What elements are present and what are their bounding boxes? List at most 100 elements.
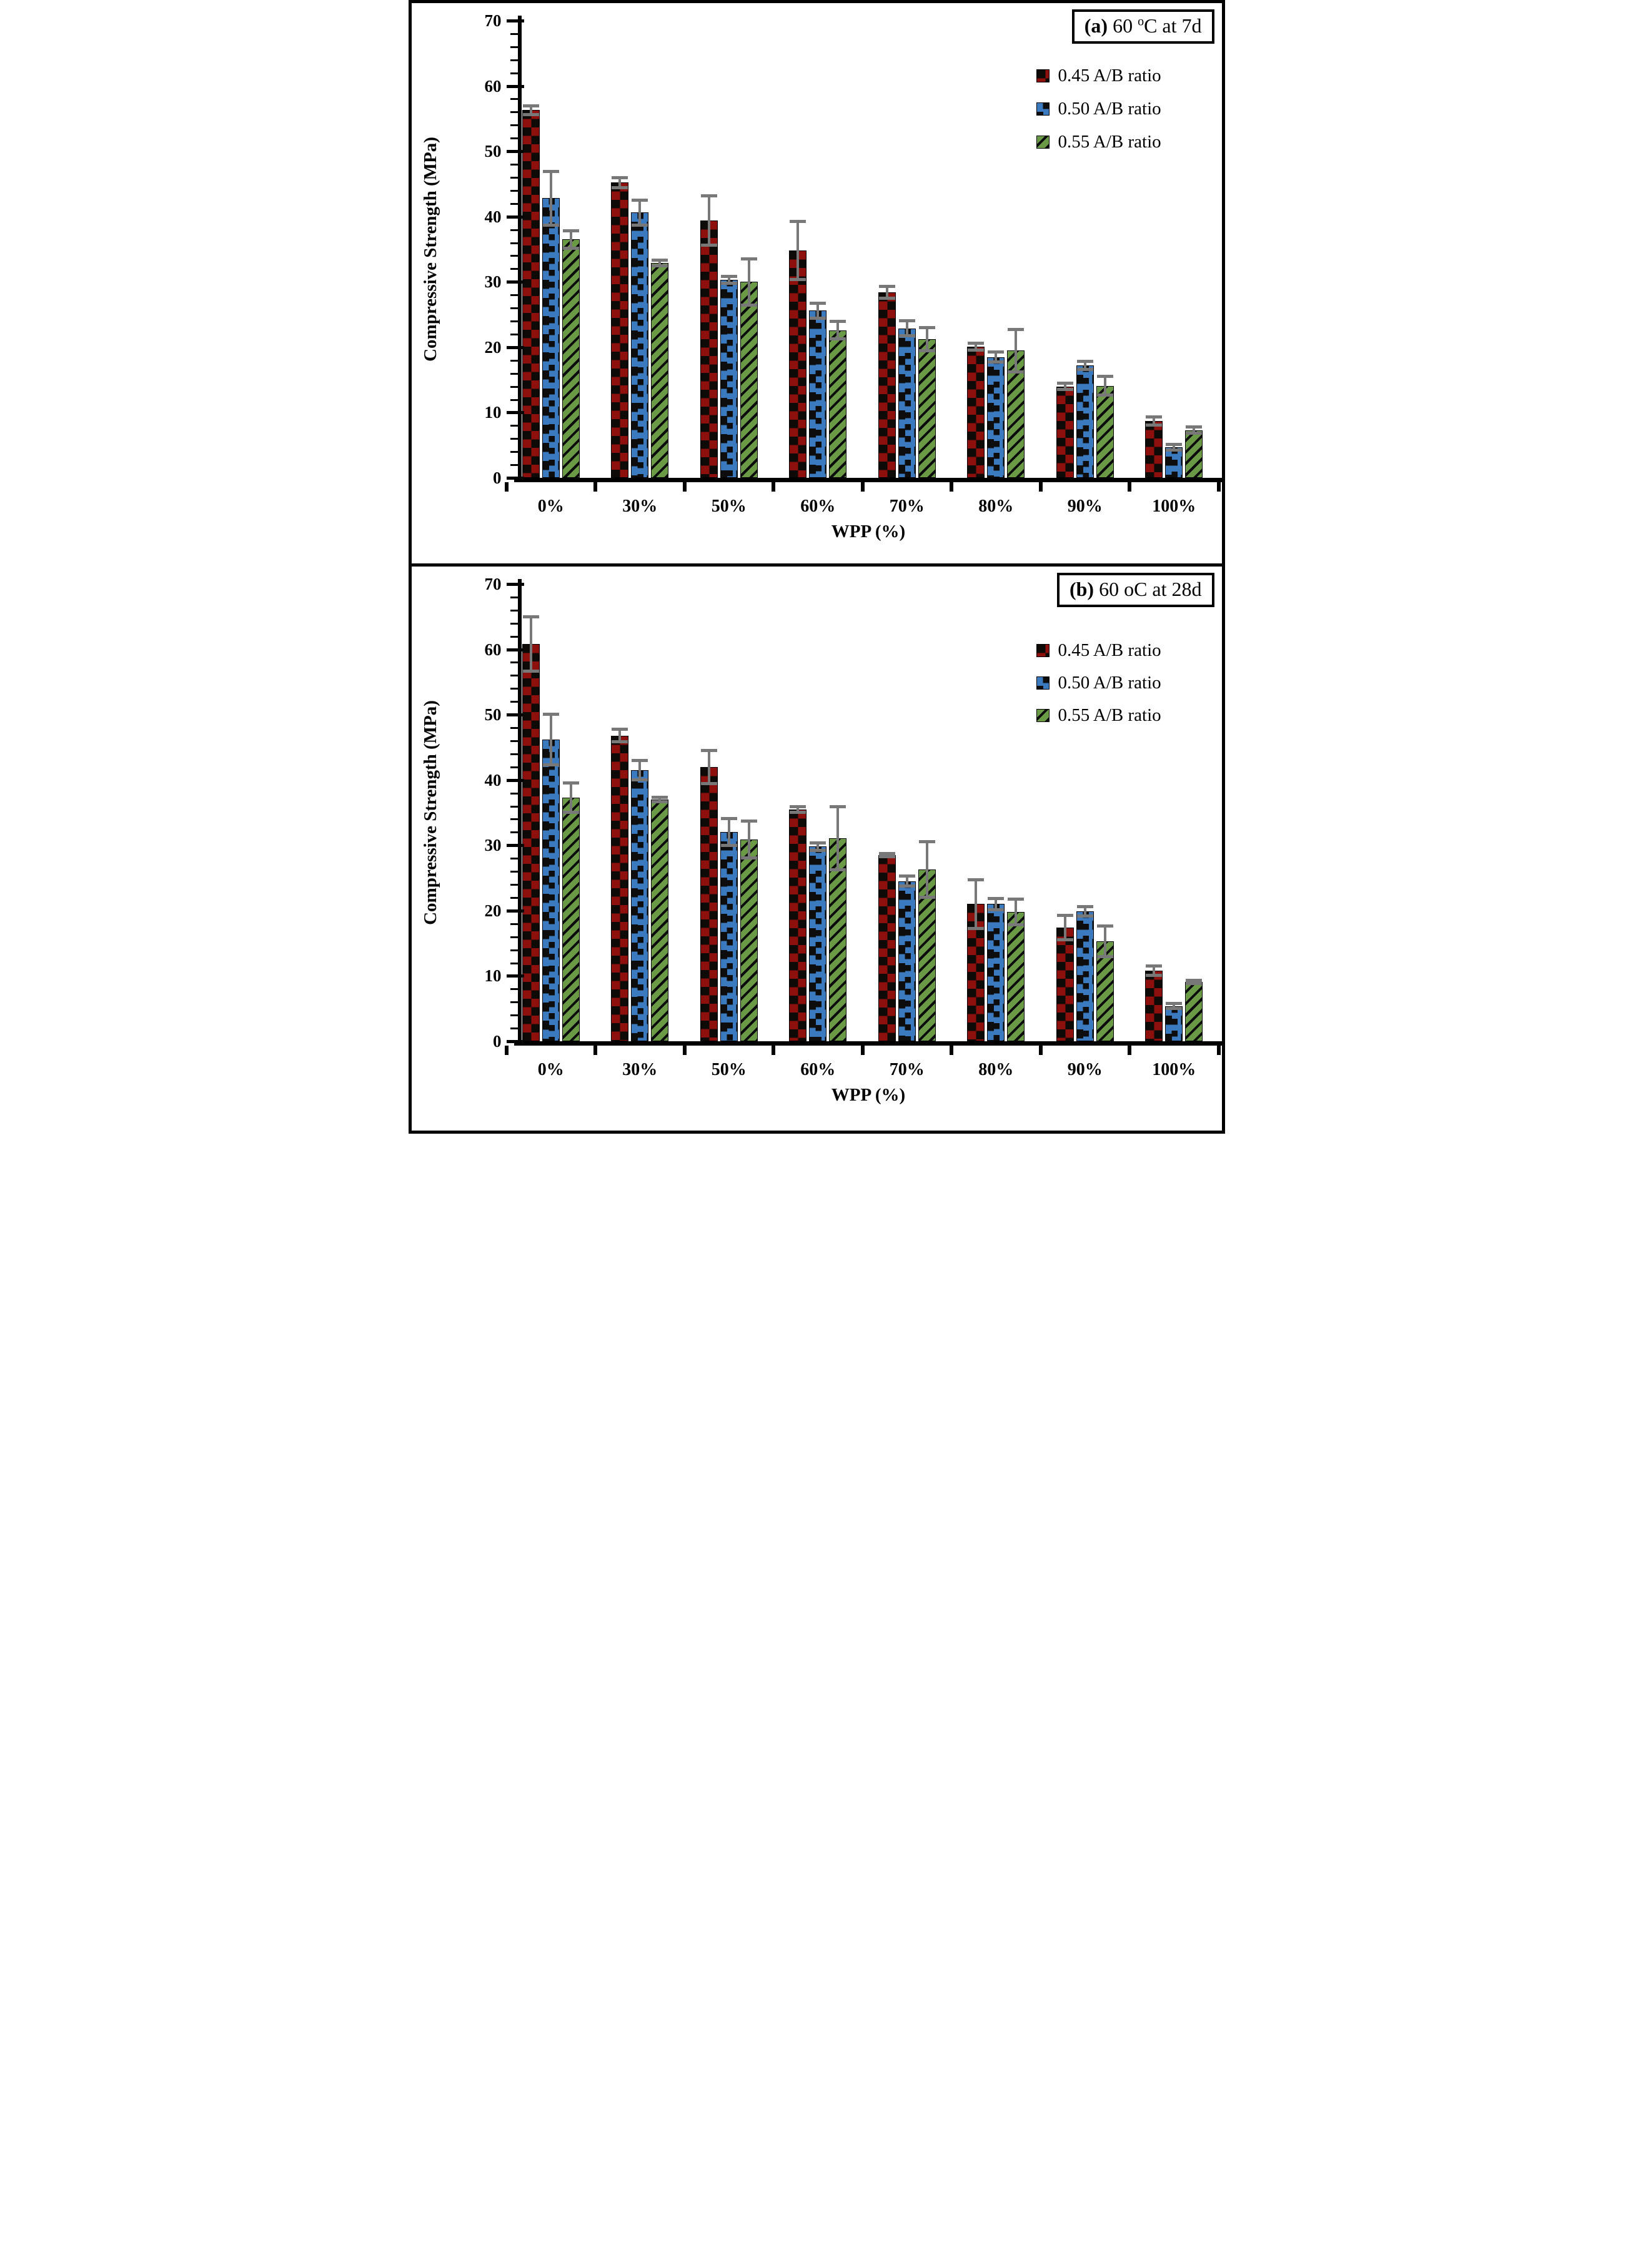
error-bar-line bbox=[707, 750, 710, 784]
bar-30%-0.55 A/B ratio bbox=[651, 800, 669, 1041]
error-bar-line bbox=[1103, 375, 1106, 396]
y-major-tick bbox=[506, 778, 524, 782]
error-bar-cap-top bbox=[1056, 914, 1073, 918]
y-minor-tick bbox=[510, 884, 518, 886]
error-bar-line bbox=[816, 302, 820, 319]
bar-30%-0.55 A/B ratio bbox=[651, 263, 669, 478]
error-bar-line bbox=[1015, 899, 1018, 925]
y-minor-tick bbox=[510, 294, 518, 297]
y-minor-tick bbox=[510, 268, 518, 270]
error-bar-cap-top bbox=[632, 759, 648, 763]
error-bar-cap-bottom bbox=[1076, 368, 1093, 372]
error-bar-line bbox=[727, 275, 730, 284]
bar-50%-0.55 A/B ratio bbox=[740, 282, 758, 478]
error-bar-cap-top bbox=[1008, 327, 1025, 331]
bar-30%-0.50 A/B ratio bbox=[631, 212, 649, 478]
bar-0%-0.45 A/B ratio bbox=[522, 110, 540, 478]
x-tick-label: 90% bbox=[1067, 497, 1103, 516]
bar-60%-0.45 A/B ratio bbox=[789, 250, 807, 478]
error-bar-cap-top bbox=[1186, 978, 1203, 982]
error-bar-cap-top bbox=[1076, 359, 1093, 363]
y-tick-label: 40 bbox=[484, 207, 502, 226]
error-bar-line bbox=[747, 820, 750, 859]
error-bar-cap-top bbox=[1166, 1002, 1183, 1006]
error-bar-cap-top bbox=[542, 713, 559, 716]
error-bar-line bbox=[1193, 979, 1196, 984]
error-bar-cap-top bbox=[522, 104, 539, 107]
y-minor-tick bbox=[510, 688, 518, 690]
error-bar-cap-bottom bbox=[1076, 914, 1093, 918]
bar-0%-0.55 A/B ratio bbox=[562, 798, 580, 1041]
error-bar-cap-bottom bbox=[1146, 974, 1163, 978]
y-minor-tick bbox=[510, 307, 518, 310]
legend-item-055: 0.55 A/B ratio bbox=[1036, 705, 1161, 726]
bar-100%-0.55 A/B ratio bbox=[1185, 430, 1203, 478]
y-minor-tick bbox=[510, 831, 518, 834]
legend-swatch-diagonal-icon bbox=[1036, 709, 1050, 722]
error-bar-cap-bottom bbox=[968, 349, 985, 352]
y-minor-tick bbox=[510, 805, 518, 808]
y-major-tick bbox=[506, 150, 524, 154]
title-text: 60 bbox=[1108, 14, 1138, 37]
y-axis-spine bbox=[517, 16, 522, 482]
panel-b-title: (b) 60 oC at 28d bbox=[1056, 573, 1214, 607]
error-bar-cap-bottom bbox=[740, 303, 757, 307]
error-bar-cap-bottom bbox=[632, 778, 648, 781]
error-bar-line bbox=[529, 105, 532, 115]
error-bar-cap-bottom bbox=[652, 264, 668, 268]
x-tick-label: 70% bbox=[889, 1060, 925, 1079]
y-minor-tick bbox=[510, 622, 518, 625]
bar-0%-0.50 A/B ratio bbox=[542, 740, 560, 1041]
x-tick bbox=[950, 1046, 953, 1055]
legend-swatch-checker-icon bbox=[1036, 644, 1050, 657]
y-axis-title: Compressive Strength (MPa) bbox=[420, 137, 440, 362]
error-bar-cap-bottom bbox=[988, 360, 1005, 364]
error-bar-line bbox=[569, 230, 572, 249]
error-bar-cap-top bbox=[612, 176, 628, 179]
panel-a-chart: 0 10 20 30 40 50 60 70 0% 30% 50% 60% 70% 80% 90% 100% … bbox=[411, 3, 1222, 567]
error-bar-cap-top bbox=[522, 615, 539, 619]
error-bar-cap-top bbox=[1096, 374, 1113, 378]
y-tick-label: 50 bbox=[484, 142, 502, 161]
bar-50%-0.50 A/B ratio bbox=[720, 280, 738, 478]
y-major-tick bbox=[506, 215, 524, 219]
error-bar-line bbox=[816, 843, 820, 851]
error-bar-line bbox=[549, 714, 552, 765]
error-bar-line bbox=[1193, 427, 1196, 433]
y-tick-label: 40 bbox=[484, 770, 502, 790]
y-minor-tick bbox=[510, 675, 518, 677]
error-bar-cap-bottom bbox=[542, 224, 559, 227]
x-tick-label: 30% bbox=[622, 1060, 658, 1079]
bar-70%-0.45 A/B ratio bbox=[878, 855, 896, 1041]
error-bar-cap-top bbox=[740, 819, 757, 823]
error-bar-cap-bottom bbox=[918, 349, 935, 353]
y-minor-tick bbox=[510, 988, 518, 991]
bar-70%-0.45 A/B ratio bbox=[878, 292, 896, 478]
y-minor-tick bbox=[510, 46, 518, 48]
x-tick-label: 100% bbox=[1152, 497, 1196, 516]
y-minor-tick bbox=[510, 896, 518, 899]
error-bar-line bbox=[1173, 443, 1176, 451]
error-bar-line bbox=[707, 196, 710, 245]
y-minor-tick bbox=[510, 164, 518, 166]
error-bar-line bbox=[569, 782, 572, 813]
error-bar-cap-bottom bbox=[562, 811, 579, 814]
bar-60%-0.50 A/B ratio bbox=[809, 846, 827, 1041]
error-bar-cap-bottom bbox=[830, 337, 846, 341]
y-minor-tick bbox=[510, 936, 518, 938]
legend-label: 0.45 A/B ratio bbox=[1058, 640, 1161, 660]
y-minor-tick bbox=[510, 753, 518, 755]
error-bar-line bbox=[1103, 925, 1106, 958]
y-major-tick bbox=[506, 909, 524, 913]
x-tick-label: 60% bbox=[800, 1060, 836, 1079]
y-major-tick bbox=[506, 974, 524, 978]
error-bar-line bbox=[1153, 965, 1156, 976]
panel-letter: (b) bbox=[1069, 578, 1094, 600]
error-bar-cap-bottom bbox=[790, 811, 807, 814]
error-bar-cap-top bbox=[898, 319, 915, 322]
y-minor-tick bbox=[510, 98, 518, 101]
bar-50%-0.50 A/B ratio bbox=[720, 832, 738, 1041]
bar-100%-0.55 A/B ratio bbox=[1185, 982, 1203, 1041]
panel-b-chart: 0 10 20 30 40 50 60 70 0% 30% 50% 60% 70% 80% 90% 100% … bbox=[411, 567, 1222, 1130]
error-bar-cap-top bbox=[542, 169, 559, 173]
